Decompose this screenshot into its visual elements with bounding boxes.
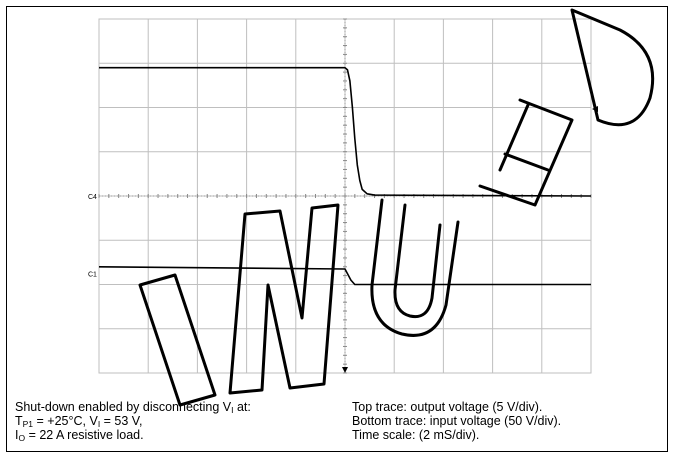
test-conditions-caption: Shut-down enabled by disconnecting VI at… [15, 400, 251, 442]
caption-line: Time scale: (2 mS/div). [352, 428, 480, 442]
channel-marker-top: C4 [88, 194, 97, 201]
caption-line: TP1 = +25°C, VI = 53 V, [15, 414, 143, 429]
caption-line: Bottom trace: input voltage (50 V/div). [352, 414, 562, 428]
channel-markers: C4 C1 [88, 106, 598, 373]
trace-legend-caption: Top trace: output voltage (5 V/div). Bot… [352, 400, 561, 442]
caption-line: IO = 22 A resistive load. [15, 428, 144, 443]
channel-marker-bottom: C1 [88, 272, 97, 279]
caption-line: Top trace: output voltage (5 V/div). [352, 400, 543, 414]
trigger-position-marker [342, 367, 348, 373]
trace-1 [99, 66, 592, 197]
figure-frame [6, 6, 668, 452]
trigger-level-marker [592, 106, 598, 112]
caption-line: Shut-down enabled by disconnecting VI at… [15, 400, 251, 415]
